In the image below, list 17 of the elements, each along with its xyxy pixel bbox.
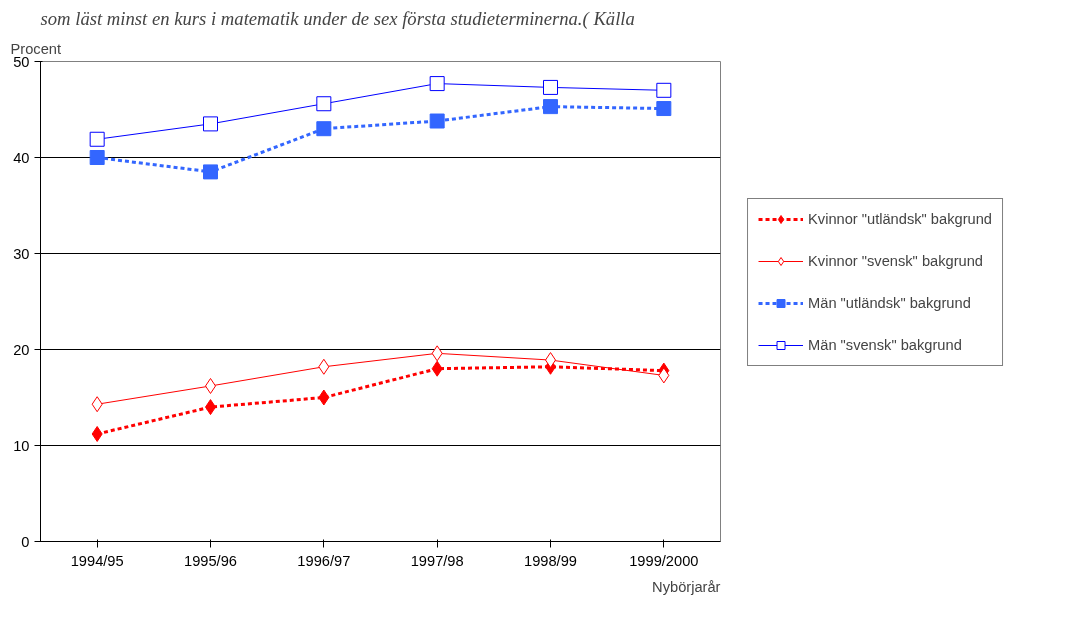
x-tick-label: 1996/97 — [297, 552, 351, 569]
legend-label: Män "svensk" bakgrund — [808, 336, 962, 353]
x-tick-label: 1998/99 — [524, 552, 577, 569]
y-tick-label: 40 — [13, 149, 30, 166]
legend-label: Kvinnor "svensk" bakgrund — [808, 252, 984, 269]
y-tick-label: 10 — [13, 437, 30, 454]
legend-label: Män "utländsk" bakgrund — [808, 294, 971, 311]
x-tick-label: 1999/2000 — [629, 552, 699, 569]
y-tick-label: 20 — [13, 341, 30, 358]
y-tick-label: 30 — [13, 245, 30, 262]
legend-label: Kvinnor "utländsk" bakgrund — [808, 210, 992, 227]
x-tick-label: 1997/98 — [410, 552, 464, 569]
chart-title: som läst minst en kurs i matematik under de sex första studieterminerna.( Källa — [40, 7, 635, 30]
x-axis-title: Nybörjarår — [652, 578, 721, 595]
x-tick-label: 1994/95 — [70, 552, 124, 569]
x-tick-label: 1995/96 — [184, 552, 237, 569]
y-tick-label: 0 — [21, 533, 30, 550]
